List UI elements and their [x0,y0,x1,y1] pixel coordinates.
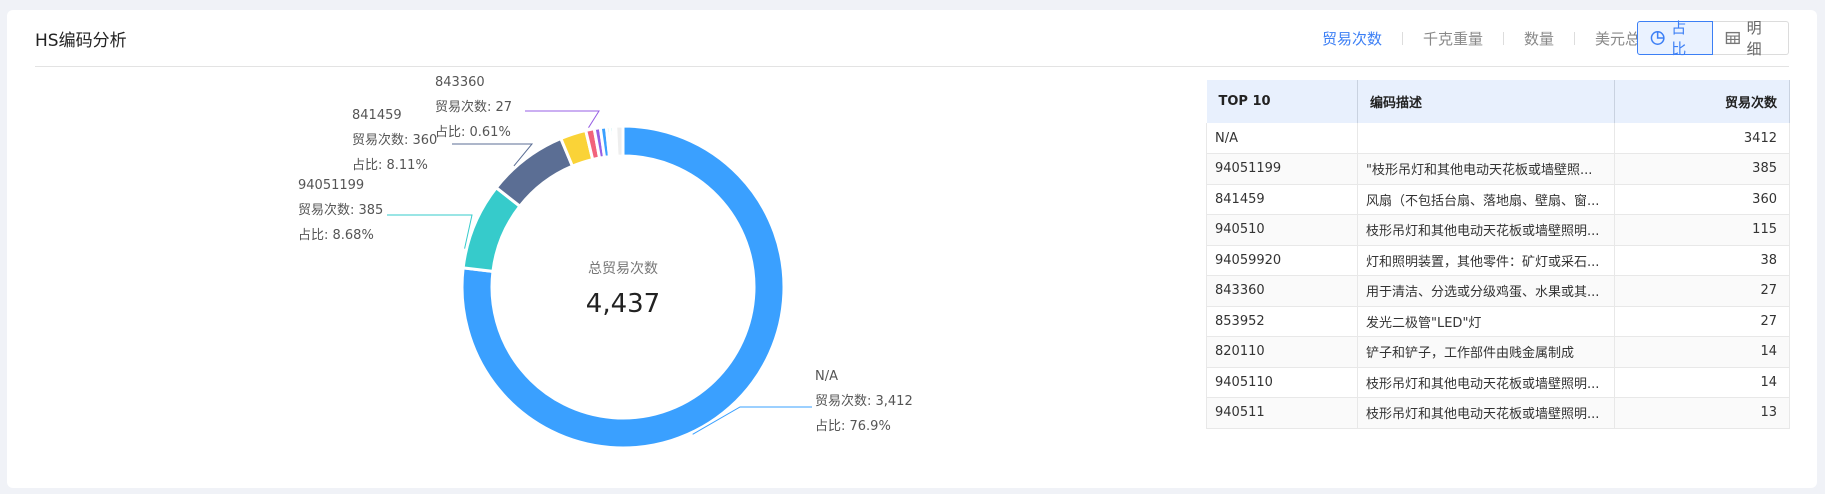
cell-count: 38 [1614,245,1790,276]
table-row[interactable]: 9405110 枝形吊灯和其他电动天花板或墙壁照明... 14 [1206,367,1790,398]
cell-code: 9405110 [1206,367,1358,398]
cell-description: 枝形吊灯和其他电动天花板或墙壁照明... [1357,397,1615,429]
leader-line [452,143,534,167]
table-row[interactable]: 841459 风扇（不包括台扇、落地扇、壁扇、窗... 360 [1206,184,1790,215]
cell-code: 940510 [1206,214,1358,246]
pie-chart-icon [1650,31,1665,45]
card-title: HS编码分析 [35,31,127,51]
header-divider [35,66,1789,67]
tab-quantity[interactable]: 数量 [1523,30,1554,48]
slice-label-share: 占比: 8.68% [298,228,374,243]
cell-description: 枝形吊灯和其他电动天花板或墙壁照明... [1357,214,1615,246]
slice-label-count: 贸易次数: 385 [298,202,383,218]
cell-code: 820110 [1206,336,1358,368]
table-row[interactable]: N/A 3412 [1206,123,1790,154]
cell-code: N/A [1206,123,1358,154]
cell-count: 14 [1614,336,1790,368]
slice-label-share: 占比: 0.61% [435,125,511,140]
table-row[interactable]: 940511 枝形吊灯和其他电动天花板或墙壁照明... 13 [1206,397,1790,429]
leader-line [525,110,600,128]
slice-N/A[interactable] [460,124,786,450]
cell-code: 940511 [1206,397,1358,429]
cell-code: 841459 [1206,184,1358,215]
divider [1401,32,1403,45]
cell-description: 灯和照明装置，其他零件：矿灯或采石... [1357,245,1615,276]
cell-code: 843360 [1206,275,1358,307]
slice-label-name: 843360 [435,75,485,90]
cell-count: 115 [1614,214,1790,246]
table-row[interactable]: 94051199 "枝形吊灯和其他电动天花板或墙壁照... 385 [1206,153,1790,185]
slice-label-share: 占比: 8.11% [352,158,428,173]
cell-description: 发光二极管"LED"灯 [1357,306,1615,337]
cell-description: 用于清洁、分选或分级鸡蛋、水果或其... [1357,275,1615,307]
table-row[interactable]: 843360 用于清洁、分选或分级鸡蛋、水果或其... 27 [1206,275,1790,307]
cell-count: 13 [1614,397,1790,429]
table-header: TOP 10 编码描述 贸易次数 [1206,80,1790,123]
cell-count: 27 [1614,275,1790,307]
detail-view-button[interactable]: 明细 [1713,19,1789,58]
cell-count: 360 [1614,184,1790,215]
slice-other[interactable] [614,124,625,158]
cell-code: 94051199 [1206,153,1358,185]
slice-841459[interactable] [494,136,575,209]
cell-count: 3412 [1614,123,1790,154]
slice-label-count: 贸易次数: 3,412 [815,393,913,409]
slice-label-name: 841459 [352,108,402,123]
leader-line [387,214,473,249]
table-row[interactable]: 853952 发光二极管"LED"灯 27 [1206,306,1790,337]
cell-description: 风扇（不包括台扇、落地扇、壁扇、窗... [1357,184,1615,215]
cell-count: 27 [1614,306,1790,337]
table-row[interactable]: 94059920 灯和照明装置，其他零件：矿灯或采石... 38 [1206,245,1790,276]
cell-description: "枝形吊灯和其他电动天花板或墙壁照... [1357,153,1615,185]
cell-description [1357,123,1615,154]
slice-label-name: 94051199 [298,178,364,193]
center-value: 4,437 [586,289,660,319]
share-view-label: 占比 [1671,19,1687,58]
tab-weight-kg[interactable]: 千克重量 [1422,30,1483,48]
metric-tabs: 贸易次数 千克重量 数量 美元总价 [1322,28,1655,49]
cell-count: 385 [1614,153,1790,185]
col-top10: TOP 10 [1206,80,1358,123]
detail-view-label: 明细 [1746,19,1762,58]
cell-count: 14 [1614,367,1790,398]
table-row[interactable]: 940510 枝形吊灯和其他电动天花板或墙壁照明... 115 [1206,214,1790,246]
divider [1573,32,1575,45]
leader-line [692,406,812,435]
hs-code-analysis-card: HS编码分析 贸易次数 千克重量 数量 美元总价 占比 明细 总贸易次数 4,43… [7,10,1817,488]
divider [1502,32,1504,45]
center-label: 总贸易次数 [588,261,658,277]
top10-table: TOP 10 编码描述 贸易次数 N/A 3412 94051199 "枝形吊灯和其他… [1206,80,1790,429]
col-description: 编码描述 [1357,80,1615,123]
table-row[interactable]: 820110 铲子和铲子，工作部件由贱金属制成 14 [1206,336,1790,368]
tab-trade-count[interactable]: 贸易次数 [1321,30,1382,48]
cell-code: 94059920 [1206,245,1358,276]
slice-label-name: N/A [815,369,838,384]
view-toggle: 占比 明细 [1637,19,1789,58]
slice-label-count: 贸易次数: 360 [352,132,437,148]
cell-code: 853952 [1206,306,1358,337]
col-trade-count[interactable]: 贸易次数 [1614,80,1790,123]
slice-label-share: 占比: 76.9% [815,419,891,434]
cell-description: 铲子和铲子，工作部件由贱金属制成 [1357,336,1615,368]
slice-label-count: 贸易次数: 27 [435,99,512,115]
cell-description: 枝形吊灯和其他电动天花板或墙壁照明... [1357,367,1615,398]
share-view-button[interactable]: 占比 [1637,19,1713,58]
donut-chart: 总贸易次数 4,437 N/A 贸易次数: 3,412 占比: 76.9% 9405119… [298,75,913,450]
table-icon [1725,31,1740,45]
